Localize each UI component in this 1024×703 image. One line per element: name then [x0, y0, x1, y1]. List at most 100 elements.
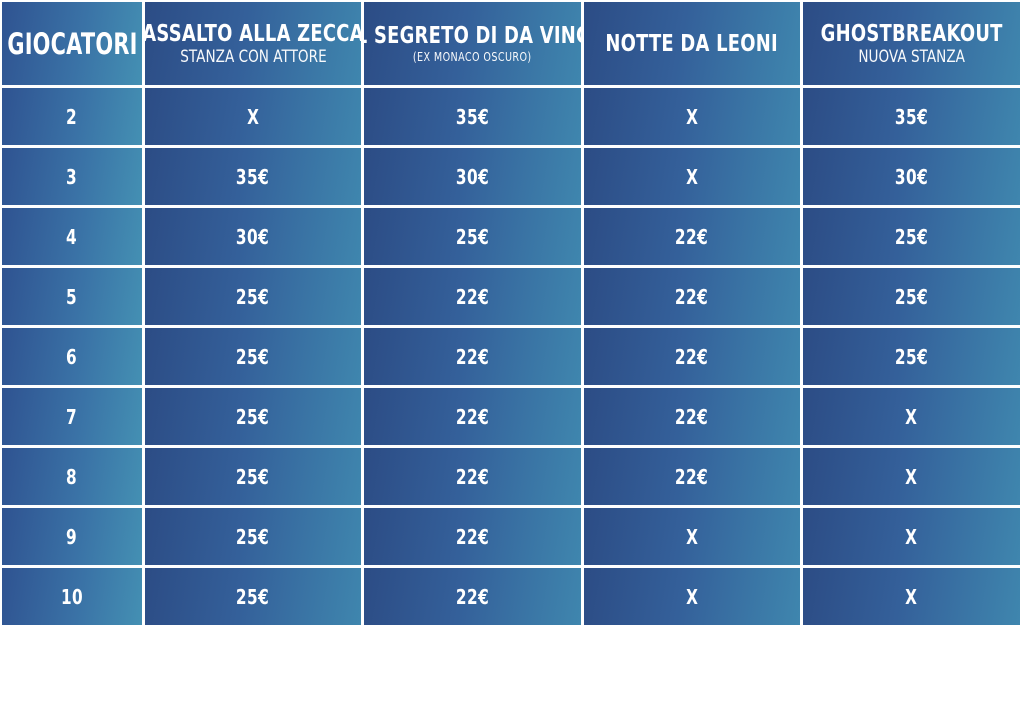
header-room-title: IL SEGRETO DI DA VINCI — [364, 22, 581, 49]
price-cell: 25€ — [803, 328, 1020, 385]
players-cell: 5 — [2, 268, 142, 325]
players-count: 9 — [66, 524, 78, 549]
price-value: 22€ — [455, 404, 490, 429]
price-value: 22€ — [675, 464, 709, 489]
players-cell: 10 — [2, 568, 142, 625]
players-count: 4 — [66, 224, 78, 249]
price-value: 35€ — [894, 104, 929, 129]
players-count: 7 — [66, 404, 78, 429]
price-cell: 22€ — [584, 448, 800, 505]
price-table: GIOCATORI ASSALTO ALLA ZECCA STANZA CON … — [2, 2, 1020, 625]
header-room-subtitle: STANZA CON ATTORE — [179, 46, 327, 67]
price-cell: X — [584, 88, 800, 145]
price-value: X — [685, 164, 699, 189]
price-value: 30€ — [455, 164, 490, 189]
price-value: 22€ — [455, 464, 490, 489]
price-value: X — [905, 464, 918, 489]
price-value: 35€ — [455, 104, 490, 129]
players-count: 2 — [66, 104, 78, 129]
header-room-title: ASSALTO ALLA ZECCA — [145, 20, 361, 47]
price-value: 25€ — [455, 224, 490, 249]
price-value: 22€ — [455, 284, 490, 309]
header-room-subtitle: (EX MONACO OSCURO) — [413, 49, 532, 64]
players-count: 10 — [60, 584, 84, 609]
price-cell: 22€ — [364, 508, 581, 565]
price-cell: 25€ — [145, 328, 361, 385]
price-cell: 35€ — [803, 88, 1020, 145]
price-cell: 22€ — [364, 568, 581, 625]
header-notte-da-leoni: NOTTE DA LEONI — [584, 2, 800, 85]
price-cell: 22€ — [364, 328, 581, 385]
price-cell: 22€ — [584, 388, 800, 445]
players-count: 6 — [66, 344, 78, 369]
price-value: 25€ — [236, 344, 270, 369]
price-value: 25€ — [236, 284, 270, 309]
price-cell: 30€ — [145, 208, 361, 265]
price-cell: X — [803, 388, 1020, 445]
price-value: 22€ — [455, 524, 490, 549]
price-value: 22€ — [675, 344, 709, 369]
price-cell: X — [584, 148, 800, 205]
header-segreto-da-vinci: IL SEGRETO DI DA VINCI (EX MONACO OSCURO… — [364, 2, 581, 85]
price-cell: X — [145, 88, 361, 145]
price-value: 25€ — [236, 584, 270, 609]
header-assalto-alla-zecca: ASSALTO ALLA ZECCA STANZA CON ATTORE — [145, 2, 361, 85]
price-cell: 25€ — [803, 208, 1020, 265]
price-value: 25€ — [236, 464, 270, 489]
price-cell: 22€ — [364, 388, 581, 445]
price-value: X — [685, 104, 699, 129]
price-cell: 25€ — [145, 388, 361, 445]
price-value: 25€ — [894, 344, 929, 369]
price-cell: 25€ — [803, 268, 1020, 325]
price-value: X — [905, 524, 918, 549]
players-cell: 2 — [2, 88, 142, 145]
players-count: 5 — [66, 284, 78, 309]
price-value: X — [905, 584, 918, 609]
price-cell: 35€ — [364, 88, 581, 145]
price-value: 30€ — [236, 224, 270, 249]
header-room-subtitle: NUOVA STANZA — [858, 46, 965, 67]
price-cell: X — [584, 568, 800, 625]
price-value: 22€ — [455, 344, 490, 369]
players-cell: 8 — [2, 448, 142, 505]
price-cell: X — [803, 448, 1020, 505]
price-cell: X — [803, 508, 1020, 565]
header-room-title: GHOSTBREAKOUT — [820, 20, 1003, 47]
price-cell: 25€ — [145, 508, 361, 565]
players-cell: 9 — [2, 508, 142, 565]
price-cell: 25€ — [145, 268, 361, 325]
price-value: 25€ — [894, 224, 929, 249]
price-cell: 35€ — [145, 148, 361, 205]
players-cell: 4 — [2, 208, 142, 265]
players-cell: 3 — [2, 148, 142, 205]
players-cell: 7 — [2, 388, 142, 445]
price-value: X — [246, 104, 260, 129]
price-value: 22€ — [675, 284, 709, 309]
price-cell: 22€ — [364, 268, 581, 325]
header-players-title: GIOCATORI — [6, 26, 138, 61]
price-cell: X — [584, 508, 800, 565]
price-cell: 25€ — [364, 208, 581, 265]
price-value: 22€ — [675, 224, 709, 249]
price-value: 25€ — [236, 404, 270, 429]
price-value: X — [685, 524, 699, 549]
header-players: GIOCATORI — [2, 2, 142, 85]
price-cell: 25€ — [145, 448, 361, 505]
price-cell: 22€ — [364, 448, 581, 505]
players-cell: 6 — [2, 328, 142, 385]
price-cell: 30€ — [364, 148, 581, 205]
price-value: 25€ — [236, 524, 270, 549]
price-value: 25€ — [894, 284, 929, 309]
players-count: 8 — [66, 464, 78, 489]
price-cell: 30€ — [803, 148, 1020, 205]
price-cell: 22€ — [584, 268, 800, 325]
price-cell: X — [803, 568, 1020, 625]
price-value: X — [905, 404, 918, 429]
price-value: 35€ — [236, 164, 270, 189]
price-value: X — [685, 584, 699, 609]
price-cell: 22€ — [584, 208, 800, 265]
price-value: 22€ — [455, 584, 490, 609]
price-value: 30€ — [894, 164, 929, 189]
header-room-title: NOTTE DA LEONI — [605, 30, 779, 57]
price-cell: 22€ — [584, 328, 800, 385]
